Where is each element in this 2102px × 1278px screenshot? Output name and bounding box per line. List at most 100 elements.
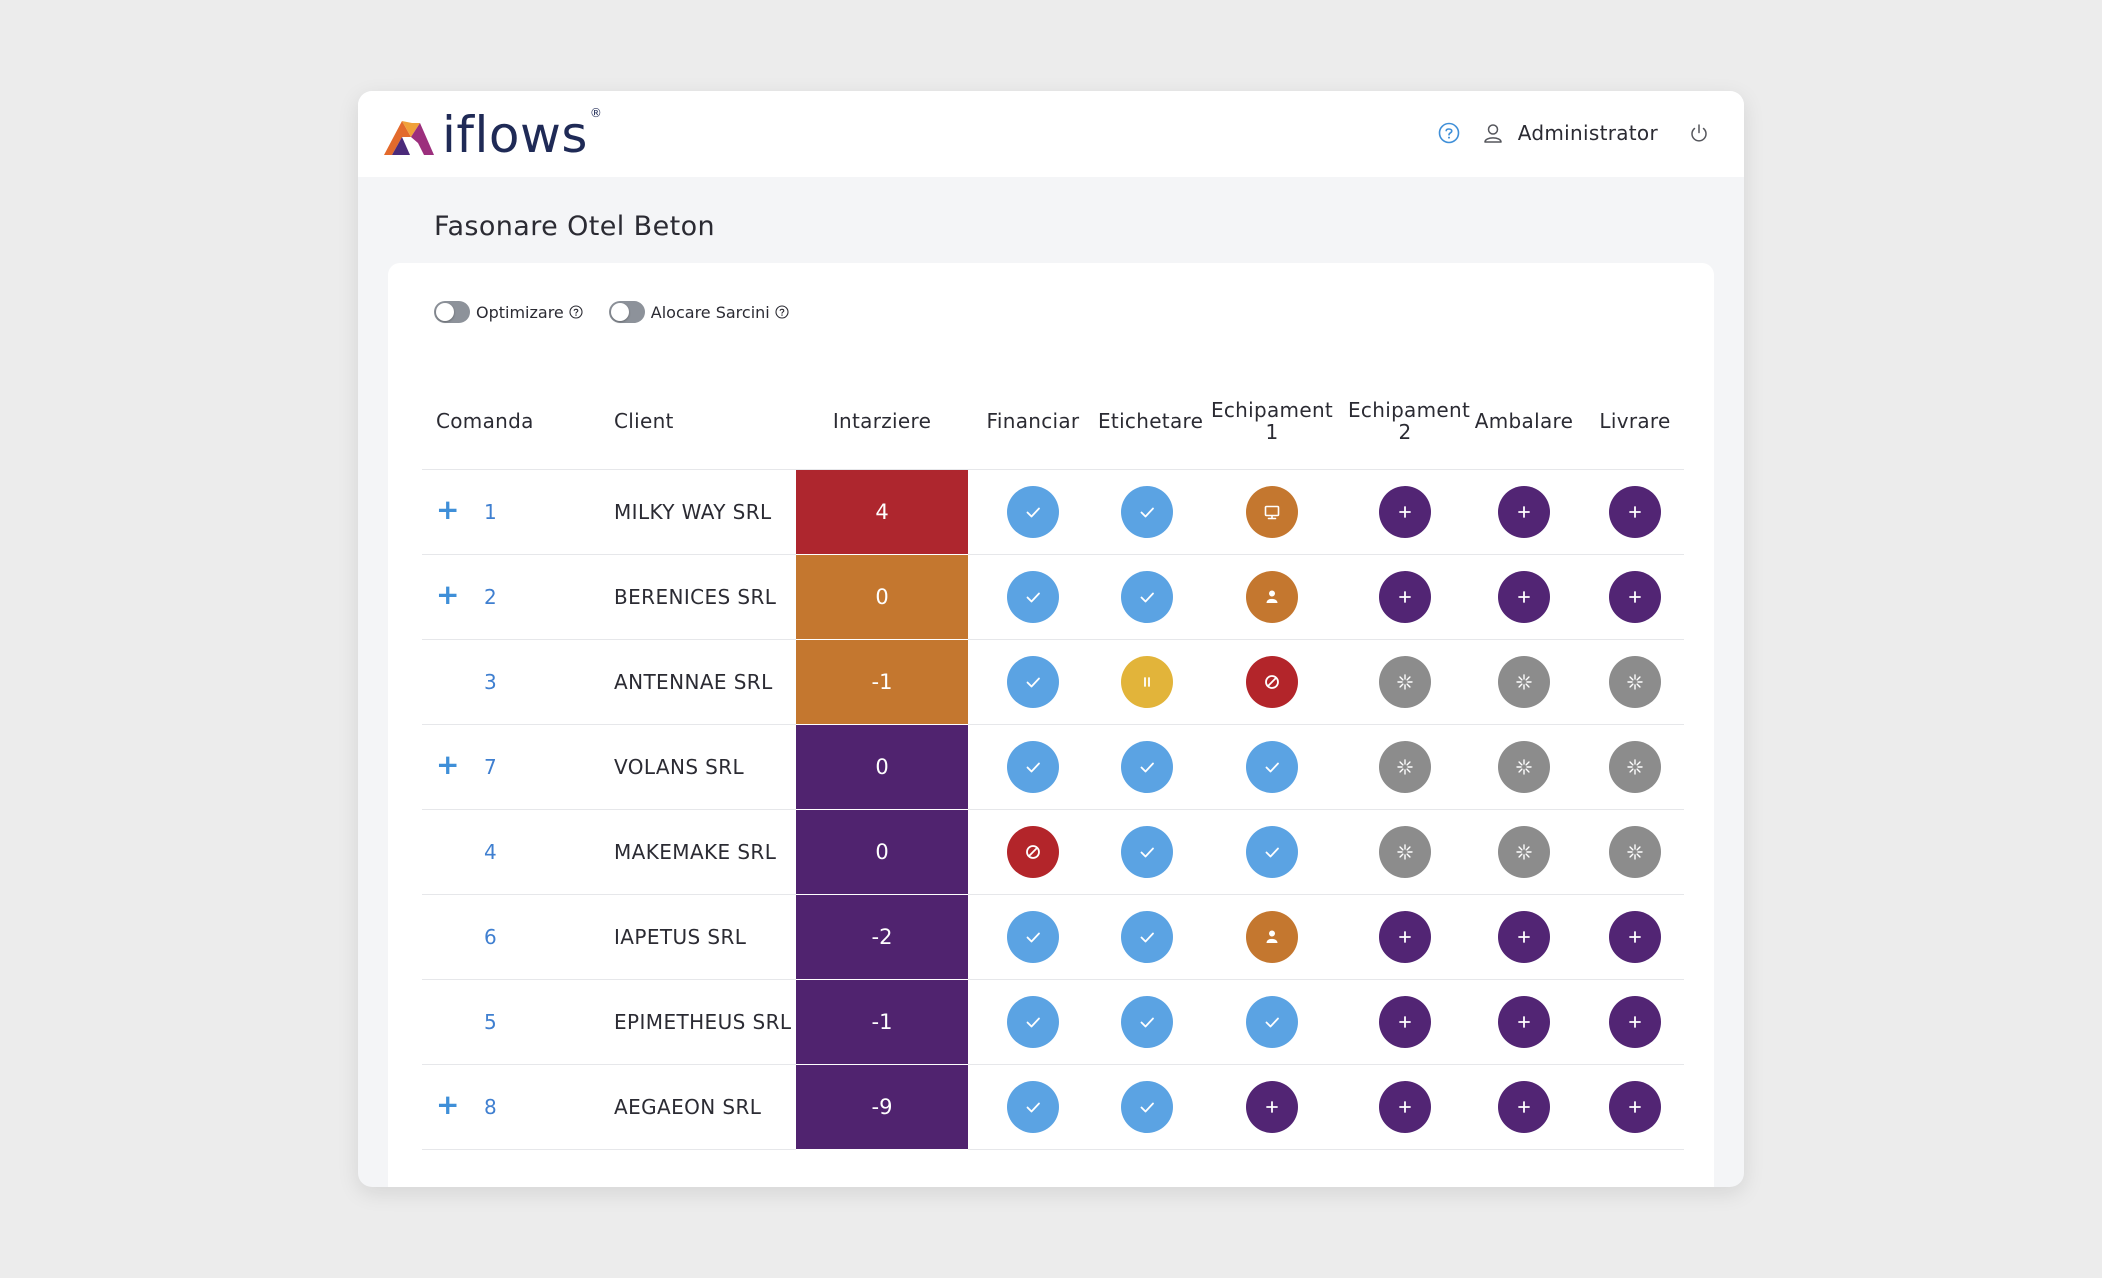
- status-ambalare-button[interactable]: [1498, 1081, 1550, 1133]
- stage-cell-financiar: [968, 894, 1098, 980]
- stage-cell-ambalare: [1462, 979, 1586, 1065]
- status-echipament-1-button[interactable]: [1246, 486, 1298, 538]
- status-livrare-button[interactable]: [1609, 996, 1661, 1048]
- status-echipament-1-button[interactable]: [1246, 656, 1298, 708]
- status-echipament-2-button[interactable]: [1379, 571, 1431, 623]
- table-row[interactable]: 3 ANTENNAE SRL -1: [422, 639, 1684, 725]
- column-header-etichetare[interactable]: Etichetare: [1098, 373, 1203, 470]
- plus-icon: [1399, 931, 1411, 943]
- expand-row-icon[interactable]: +: [436, 578, 460, 611]
- status-echipament-2-button[interactable]: [1379, 996, 1431, 1048]
- order-link[interactable]: 8: [484, 1095, 497, 1119]
- status-etichetare-button[interactable]: [1121, 911, 1173, 963]
- spinner-icon: [1516, 759, 1532, 775]
- status-livrare-button[interactable]: [1609, 656, 1661, 708]
- stage-cell-echipament-1: [1196, 979, 1348, 1065]
- status-etichetare-button[interactable]: [1121, 486, 1173, 538]
- status-financiar-button[interactable]: [1007, 571, 1059, 623]
- status-financiar-button[interactable]: [1007, 826, 1059, 878]
- delay-value: -9: [796, 1064, 968, 1150]
- status-ambalare-button[interactable]: [1498, 996, 1550, 1048]
- order-link[interactable]: 1: [484, 500, 497, 524]
- column-header-comanda[interactable]: Comanda: [422, 373, 600, 470]
- status-financiar-button[interactable]: [1007, 656, 1059, 708]
- table-row[interactable]: +7 VOLANS SRL 0: [422, 724, 1684, 810]
- status-echipament-1-button[interactable]: [1246, 1081, 1298, 1133]
- column-header-livrare[interactable]: Livrare: [1586, 373, 1684, 470]
- status-echipament-1-button[interactable]: [1246, 996, 1298, 1048]
- column-header-intarziere[interactable]: Intarziere: [796, 373, 968, 470]
- expand-row-icon[interactable]: +: [436, 493, 460, 526]
- expand-row-icon[interactable]: +: [436, 1088, 460, 1121]
- status-echipament-2-button[interactable]: [1379, 1081, 1431, 1133]
- user-icon[interactable]: [1482, 122, 1504, 144]
- expand-row-icon[interactable]: +: [436, 748, 460, 781]
- status-ambalare-button[interactable]: [1498, 911, 1550, 963]
- table-row[interactable]: 5 EPIMETHEUS SRL -1: [422, 979, 1684, 1065]
- status-ambalare-button[interactable]: [1498, 826, 1550, 878]
- plus-icon: [1266, 1101, 1278, 1113]
- column-header-client[interactable]: Client: [600, 373, 796, 470]
- status-etichetare-button[interactable]: [1121, 1081, 1173, 1133]
- order-link[interactable]: 6: [484, 925, 497, 949]
- column-header-echipament-2[interactable]: Echipament 2: [1348, 373, 1470, 470]
- table-row[interactable]: +2 BERENICES SRL 0: [422, 554, 1684, 640]
- table-row[interactable]: +8 AEGAEON SRL -9: [422, 1064, 1684, 1150]
- status-echipament-1-button[interactable]: [1246, 826, 1298, 878]
- status-etichetare-button[interactable]: [1121, 741, 1173, 793]
- plus-icon: [1399, 506, 1411, 518]
- status-echipament-1-button[interactable]: [1246, 741, 1298, 793]
- status-echipament-2-button[interactable]: [1379, 741, 1431, 793]
- table-row[interactable]: +1 MILKY WAY SRL 4: [422, 469, 1684, 555]
- status-ambalare-button[interactable]: [1498, 486, 1550, 538]
- status-livrare-button[interactable]: [1609, 826, 1661, 878]
- status-financiar-button[interactable]: [1007, 741, 1059, 793]
- order-link[interactable]: 5: [484, 1010, 497, 1034]
- client-name: BERENICES SRL: [600, 554, 796, 640]
- status-financiar-button[interactable]: [1007, 486, 1059, 538]
- help-icon[interactable]: [1438, 122, 1460, 144]
- status-livrare-button[interactable]: [1609, 911, 1661, 963]
- status-etichetare-button[interactable]: [1121, 656, 1173, 708]
- alocare-sarcini-switch[interactable]: [608, 301, 645, 323]
- client-name: MILKY WAY SRL: [600, 469, 796, 555]
- optimizare-help-icon[interactable]: [569, 305, 583, 319]
- status-etichetare-button[interactable]: [1121, 571, 1173, 623]
- status-financiar-button[interactable]: [1007, 996, 1059, 1048]
- user-name[interactable]: Administrator: [1517, 121, 1658, 145]
- column-header-ambalare[interactable]: Ambalare: [1462, 373, 1586, 470]
- status-etichetare-button[interactable]: [1121, 826, 1173, 878]
- status-ambalare-button[interactable]: [1498, 656, 1550, 708]
- status-echipament-1-button[interactable]: [1246, 911, 1298, 963]
- column-header-echipament-1[interactable]: Echipament 1: [1196, 373, 1348, 470]
- order-link[interactable]: 3: [484, 670, 497, 694]
- status-ambalare-button[interactable]: [1498, 571, 1550, 623]
- status-etichetare-button[interactable]: [1121, 996, 1173, 1048]
- spinner-icon: [1397, 674, 1413, 690]
- status-financiar-button[interactable]: [1007, 911, 1059, 963]
- page-title: Fasonare Otel Beton: [434, 211, 716, 242]
- check-icon: [1140, 762, 1154, 773]
- order-link[interactable]: 2: [484, 585, 497, 609]
- table-row[interactable]: 4 MAKEMAKE SRL 0: [422, 809, 1684, 895]
- alocare-sarcini-label: Alocare Sarcini: [650, 302, 770, 322]
- order-link[interactable]: 4: [484, 840, 497, 864]
- table-row[interactable]: 6 IAPETUS SRL -2: [422, 894, 1684, 980]
- status-echipament-2-button[interactable]: [1379, 486, 1431, 538]
- status-echipament-1-button[interactable]: [1246, 571, 1298, 623]
- status-echipament-2-button[interactable]: [1379, 826, 1431, 878]
- status-livrare-button[interactable]: [1609, 741, 1661, 793]
- optimizare-switch[interactable]: [434, 301, 470, 323]
- status-livrare-button[interactable]: [1609, 486, 1661, 538]
- status-livrare-button[interactable]: [1609, 571, 1661, 623]
- order-link[interactable]: 7: [484, 755, 497, 779]
- status-ambalare-button[interactable]: [1498, 741, 1550, 793]
- power-icon[interactable]: [1688, 122, 1710, 144]
- status-financiar-button[interactable]: [1007, 1081, 1059, 1133]
- status-livrare-button[interactable]: [1609, 1081, 1661, 1133]
- column-header-financiar[interactable]: Financiar: [968, 373, 1098, 470]
- status-echipament-2-button[interactable]: [1379, 911, 1431, 963]
- status-echipament-2-button[interactable]: [1379, 656, 1431, 708]
- logo[interactable]: iflows ®: [382, 105, 602, 165]
- alocare-sarcini-help-icon[interactable]: [775, 305, 789, 319]
